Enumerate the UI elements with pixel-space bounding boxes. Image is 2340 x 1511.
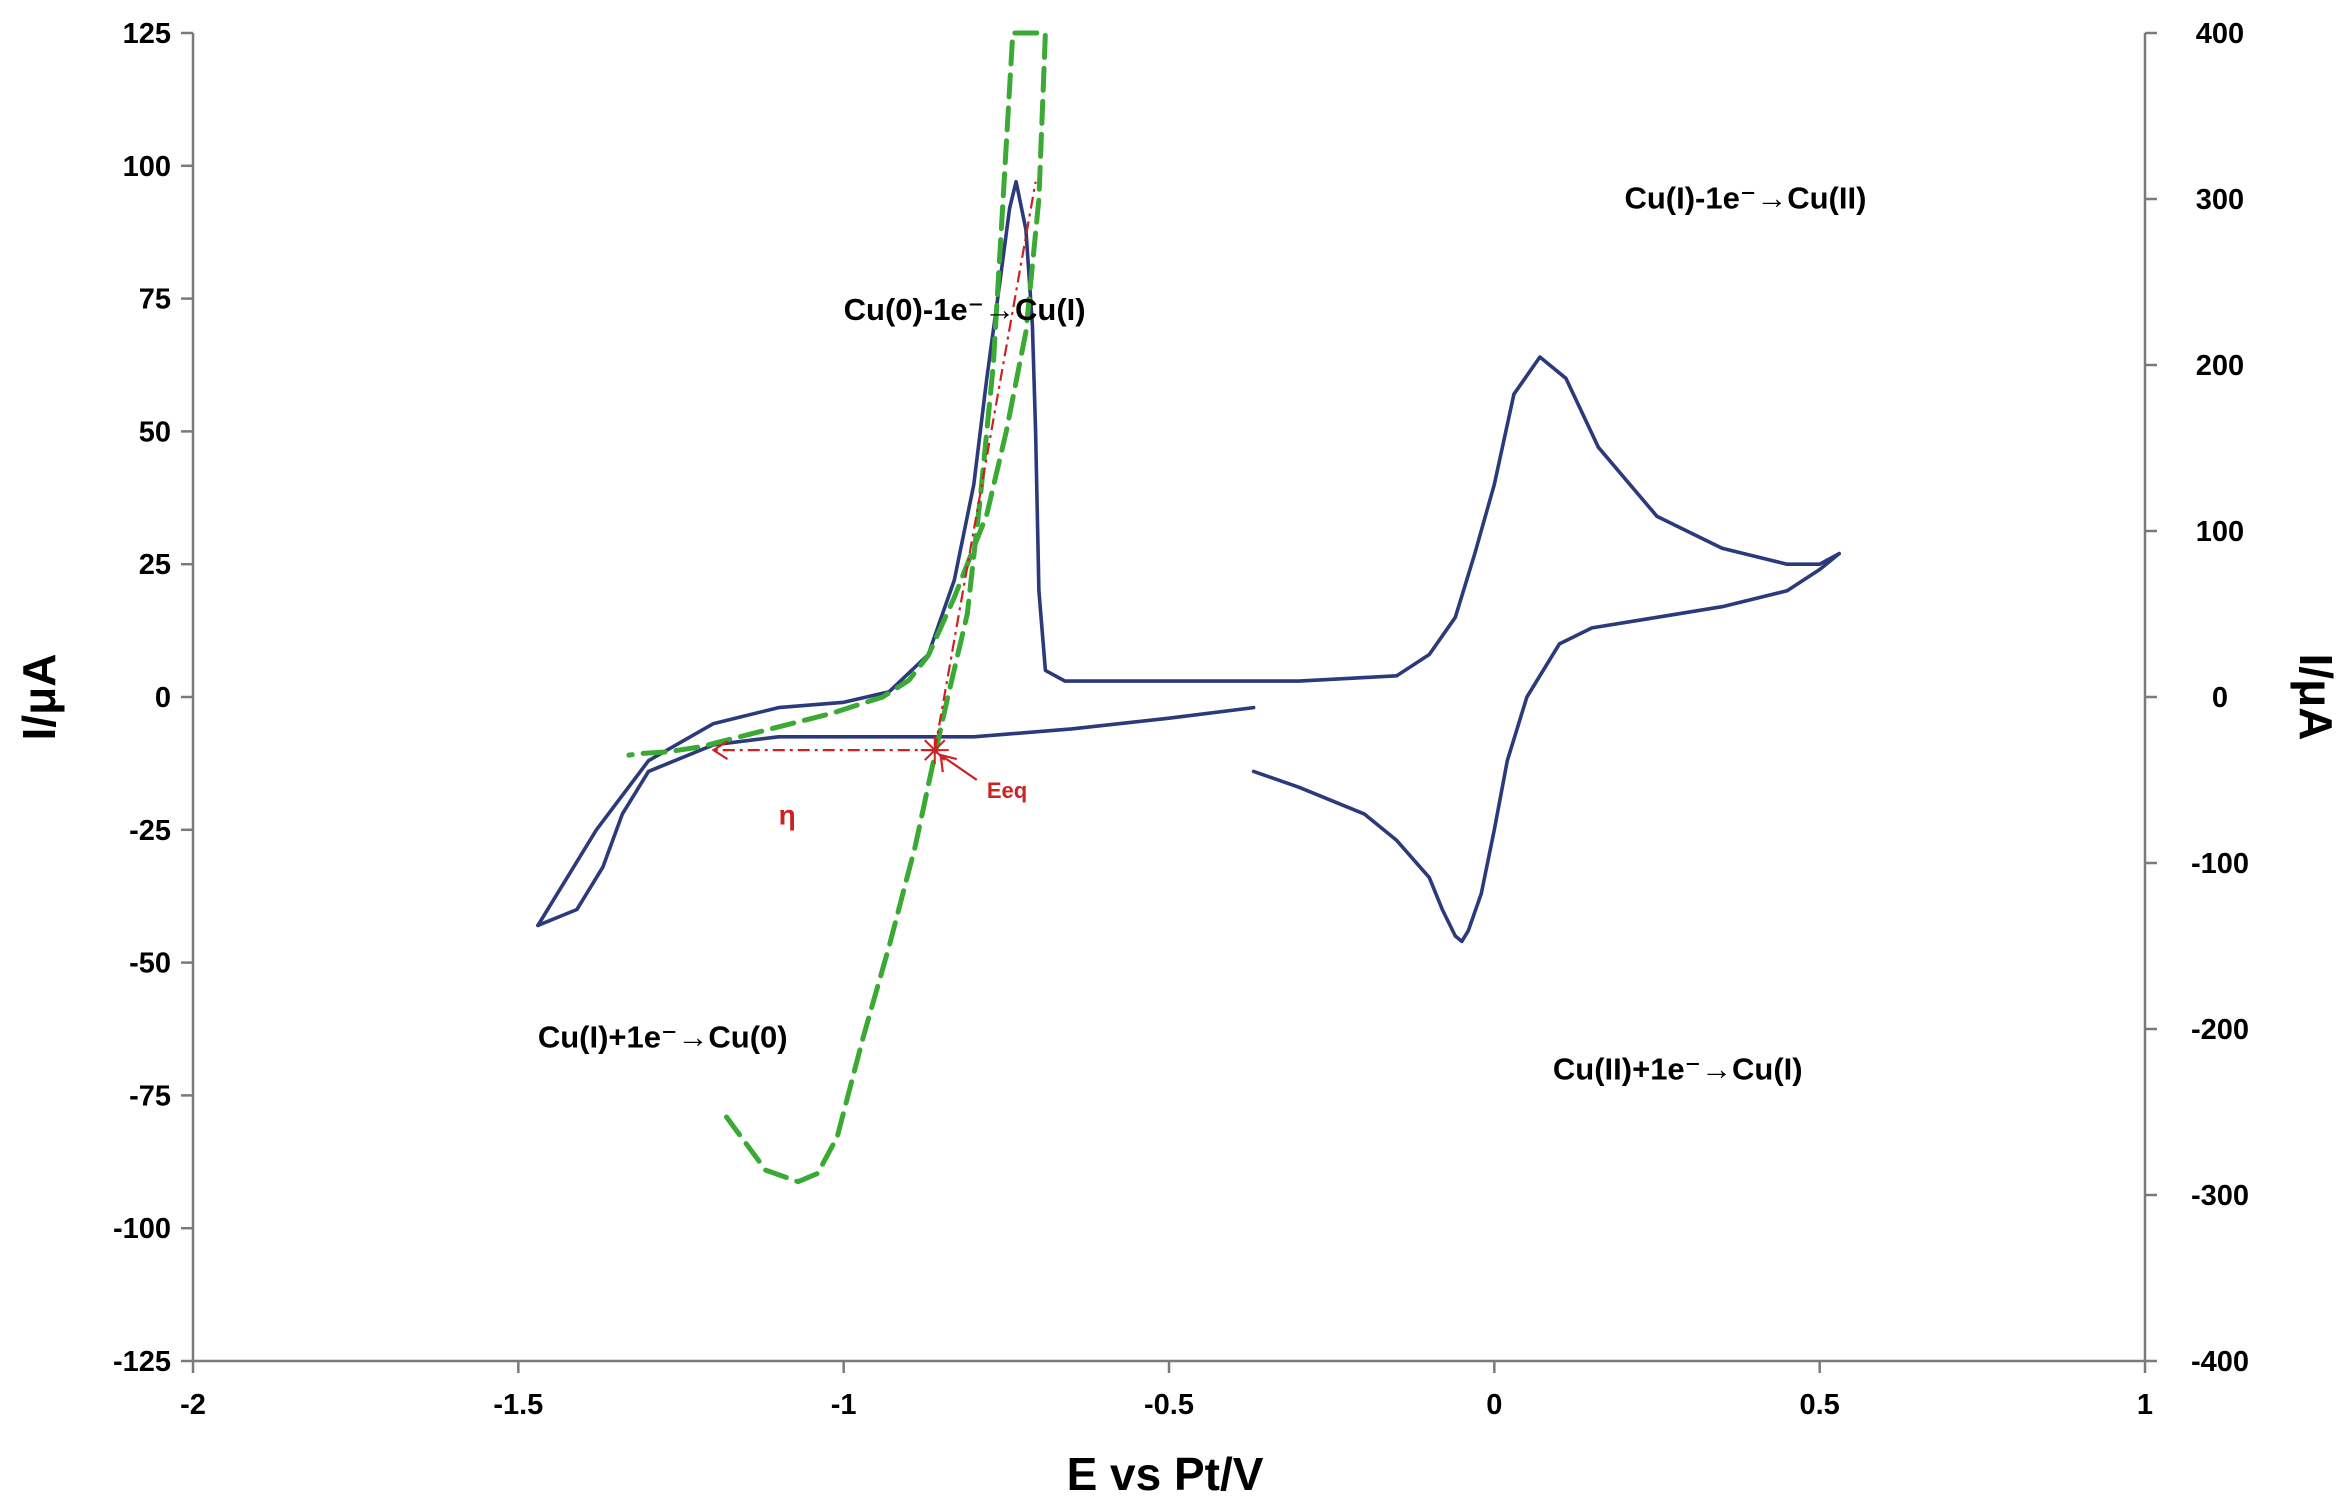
y-axis-title-right: I/μA [2290,654,2340,741]
y-left-tick-label: 25 [139,549,171,581]
dashed-series-line [626,30,1048,1185]
tangent-guide-line [933,181,1037,751]
eeq-pointer-line [940,754,978,781]
x-tick-label: 1 [2137,1389,2153,1421]
y-right-tick-label: 200 [2196,350,2244,382]
y-right-tick-label: -100 [2191,848,2249,880]
x-tick-label: -1 [831,1389,857,1421]
red-annotation-label: η [779,799,796,830]
reaction-annotation-label: Cu(I)+1e⁻→Cu(0) [538,1020,788,1055]
reaction-annotation-label: Cu(0)-1e⁻→Cu(I) [844,292,1086,327]
y-left-tick-label: -75 [129,1080,171,1112]
chart-annotations: Cu(0)-1e⁻→Cu(I) Cu(I)-1e⁻→Cu(II) Cu(I)+1e⁻… [538,180,1867,1086]
x-tick-label: -0.5 [1144,1389,1194,1421]
overpotential-arrow-head [711,740,729,761]
x-axis-title: E vs Pt/V [1067,1448,1264,1500]
axis-tick-labels: -2 -1.5 -1 -0.5 0 0.5 1 125 100 75 50 25 0 -25 -50 -75 -… [113,18,2249,1421]
x-tick-label: -1.5 [493,1389,543,1421]
x-tick-label: 0.5 [1800,1389,1840,1421]
data-curves [536,30,1841,1185]
y-left-tick-label: -25 [129,815,171,847]
equilibrium-marker [924,739,946,761]
red-annotation-label: Eeq [987,778,1027,803]
y-left-tick-label: 125 [123,18,171,50]
y-right-tick-label: 100 [2196,516,2244,548]
x-tick-label: 0 [1486,1389,1502,1421]
cv-series-line [1251,551,1841,944]
x-tick-label: -2 [180,1389,206,1421]
y-right-tick-label: -400 [2191,1346,2249,1378]
y-left-tick-label: -50 [129,948,171,980]
reaction-annotation-label: Cu(I)-1e⁻→Cu(II) [1624,180,1866,215]
eeq-pointer-head [939,753,958,773]
y-left-tick-label: -125 [113,1346,171,1378]
y-left-tick-label: 75 [139,284,171,316]
y-left-tick-label: 0 [155,682,171,714]
cv-series-line [536,705,1256,928]
y-left-tick-label: 50 [139,416,171,448]
guide-lines [711,181,1037,781]
y-left-tick-label: 100 [123,151,171,183]
y-right-tick-label: -200 [2191,1014,2249,1046]
y-right-tick-label: 400 [2196,18,2244,50]
y-right-tick-label: 300 [2196,184,2244,216]
cv-series-line [536,179,1841,928]
reaction-annotation-label: Cu(II)+1e⁻→Cu(I) [1553,1051,1803,1086]
y-left-tick-label: -100 [113,1213,171,1245]
y-axis-title-left: I/μA [13,654,65,741]
y-right-tick-label: 0 [2212,682,2228,714]
y-right-tick-label: -300 [2191,1180,2249,1212]
axis-ticks [181,31,2157,1373]
